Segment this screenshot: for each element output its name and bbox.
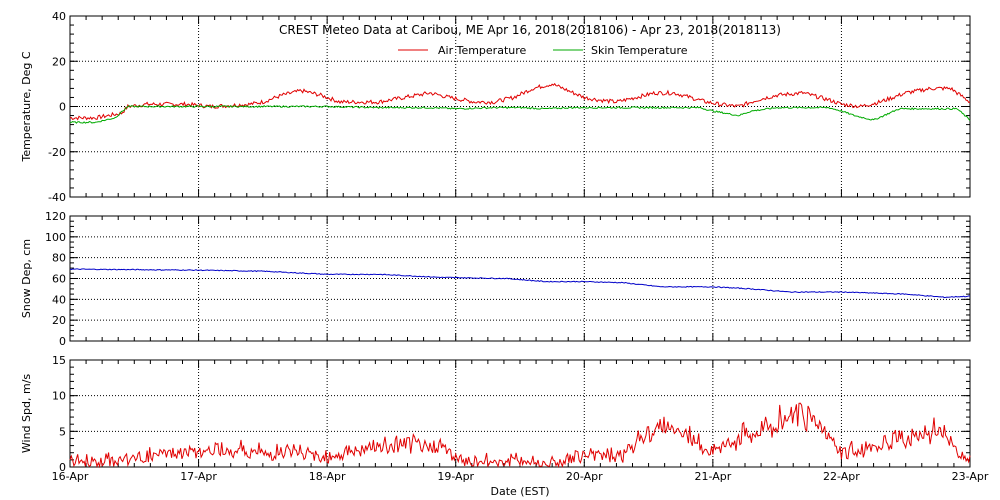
y-tick-label: 20	[52, 55, 66, 68]
panel-temperature: 40 20 0 -20 -40 Temperature, Deg C	[20, 10, 971, 204]
y-tick-label: -40	[48, 191, 66, 204]
x-axis-title: Date (EST)	[490, 485, 549, 498]
x-tick-label: 23-Apr	[952, 470, 989, 483]
y-tick-label: 60	[52, 273, 66, 286]
x-tick-label: 16-Apr	[52, 470, 89, 483]
legend: Air Temperature Skin Temperature	[398, 44, 688, 57]
y-tick-label: 100	[45, 231, 66, 244]
panel-wind-speed: 15 10 5 0 Wind Spd, m/s	[20, 354, 971, 474]
series-line-temperature-1	[69, 105, 971, 124]
x-tick-label: 19-Apr	[437, 470, 474, 483]
x-tick-label: 21-Apr	[694, 470, 731, 483]
y-axis-title: Temperature, Deg C	[20, 51, 33, 162]
y-tick-label: 15	[52, 354, 66, 367]
x-tick-label: 18-Apr	[309, 470, 346, 483]
y-tick-label: 5	[59, 425, 66, 438]
legend-label-skin: Skin Temperature	[591, 44, 688, 57]
x-tick-label: 17-Apr	[180, 470, 217, 483]
y-tick-label: 10	[52, 390, 66, 403]
y-tick-label: -20	[48, 146, 66, 159]
y-tick-label: 20	[52, 314, 66, 327]
x-axis: 16-Apr 17-Apr 18-Apr 19-Apr 20-Apr 21-Apr 22-A…	[52, 470, 989, 483]
series-line-temperature-0	[69, 82, 971, 121]
y-tick-label: 40	[52, 10, 66, 23]
chart-title: CREST Meteo Data at Caribou, ME Apr 16, …	[279, 23, 781, 37]
x-tick-label: 20-Apr	[566, 470, 603, 483]
series-line-wind-speed	[69, 402, 971, 469]
y-tick-label: 120	[45, 210, 66, 223]
legend-label-air: Air Temperature	[438, 44, 527, 57]
y-tick-label: 40	[52, 293, 66, 306]
y-tick-label: 0	[59, 461, 66, 474]
y-axis-title: Snow Dep, cm	[20, 239, 33, 318]
y-tick-label: 0	[59, 101, 66, 114]
panel-snow-depth: 120 100 80 60 40 20 0 Snow Dep, cm	[20, 210, 971, 348]
x-tick-label: 22-Apr	[823, 470, 860, 483]
y-axis-title: Wind Spd, m/s	[20, 374, 33, 454]
plot-frame	[69, 359, 971, 468]
series-line-snow-depth	[69, 268, 971, 299]
y-tick-label: 80	[52, 252, 66, 265]
y-tick-label: 0	[59, 335, 66, 348]
